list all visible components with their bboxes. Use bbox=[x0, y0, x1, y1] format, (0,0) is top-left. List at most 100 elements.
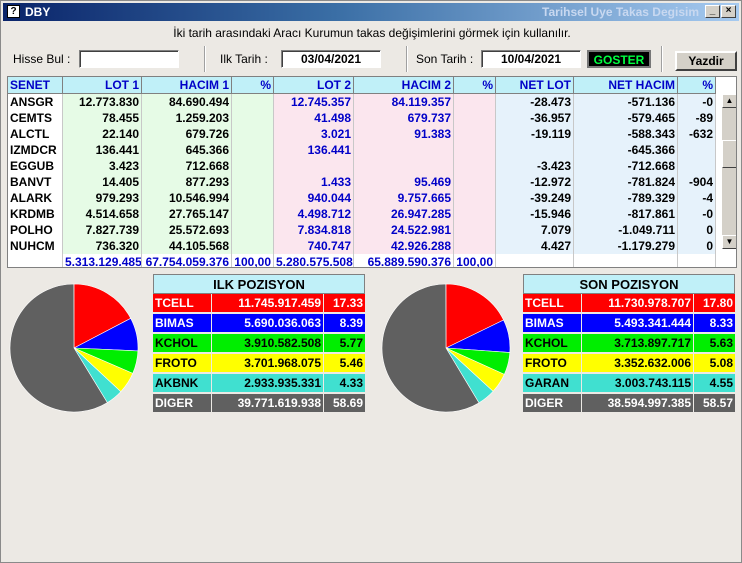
end-date-label: Son Tarih : bbox=[416, 52, 474, 66]
ilk-item-value: 5.690.036.063 bbox=[212, 314, 323, 332]
data-grid[interactable]: SENET LOT 1 HACIM 1% LOT 2 HACIM 2% NET LOT NE… bbox=[7, 76, 737, 268]
table-cell: -588.343 bbox=[574, 126, 678, 142]
scroll-thumb[interactable] bbox=[722, 140, 736, 168]
table-cell: -89 bbox=[678, 110, 716, 126]
scroll-up-icon[interactable]: ▲ bbox=[722, 94, 736, 108]
table-cell: 7.834.818 bbox=[274, 222, 354, 238]
total-cell bbox=[8, 254, 63, 267]
table-cell bbox=[678, 142, 716, 158]
table-cell: -15.946 bbox=[496, 206, 574, 222]
start-date-field[interactable]: 03/04/2021 bbox=[281, 50, 381, 68]
table-cell: 3.021 bbox=[274, 126, 354, 142]
table-cell: 679.726 bbox=[142, 126, 232, 142]
minimize-icon[interactable]: _ bbox=[705, 5, 720, 18]
table-cell: 44.105.568 bbox=[142, 238, 232, 254]
column-header[interactable]: LOT 2 bbox=[274, 77, 354, 94]
row-symbol[interactable]: NUHCM bbox=[8, 238, 63, 254]
table-cell bbox=[232, 190, 274, 206]
table-cell: 136.441 bbox=[63, 142, 142, 158]
son-item-percent: 8.33 bbox=[694, 314, 735, 332]
row-symbol[interactable]: CEMTS bbox=[8, 110, 63, 126]
ilk-item-percent: 4.33 bbox=[324, 374, 365, 392]
row-symbol[interactable]: EGGUB bbox=[8, 158, 63, 174]
column-header[interactable]: NET HACIM bbox=[574, 77, 678, 94]
divider bbox=[406, 46, 408, 72]
table-cell bbox=[678, 158, 716, 174]
table-cell bbox=[232, 206, 274, 222]
column-header[interactable]: HACIM 1 bbox=[142, 77, 232, 94]
divider bbox=[661, 46, 663, 72]
title-bar[interactable]: ? DBY Tarihsel Uye Takas Degisim _ × bbox=[3, 3, 739, 21]
table-cell: -781.824 bbox=[574, 174, 678, 190]
total-cell: 5.313.129.485 bbox=[63, 254, 142, 268]
total-cell: 67.754.059.376 bbox=[142, 254, 232, 267]
table-cell: 877.293 bbox=[142, 174, 232, 190]
table-cell: 3.423 bbox=[63, 158, 142, 174]
table-cell: -579.465 bbox=[574, 110, 678, 126]
ilk-item-value: 11.745.917.459 bbox=[212, 294, 323, 312]
table-cell: 940.044 bbox=[274, 190, 354, 206]
row-symbol[interactable]: ANSGR bbox=[8, 94, 63, 110]
ilk-item-name: BIMAS bbox=[153, 314, 211, 332]
column-header[interactable]: % bbox=[454, 77, 496, 94]
table-cell bbox=[232, 94, 274, 110]
column-header[interactable]: HACIM 2 bbox=[354, 77, 454, 94]
column-header[interactable]: SENET bbox=[8, 77, 63, 94]
ilk-item-percent: 5.77 bbox=[324, 334, 365, 352]
ilk-item-percent: 5.46 bbox=[324, 354, 365, 372]
total-cell bbox=[496, 254, 574, 267]
row-symbol[interactable]: KRDMB bbox=[8, 206, 63, 222]
table-cell bbox=[232, 110, 274, 126]
table-cell bbox=[454, 94, 496, 110]
table-cell: 7.079 bbox=[496, 222, 574, 238]
son-item-name: FROTO bbox=[523, 354, 581, 372]
row-symbol[interactable]: ALCTL bbox=[8, 126, 63, 142]
print-button[interactable]: Yazdir bbox=[675, 51, 737, 71]
column-header[interactable]: NET LOT bbox=[496, 77, 574, 94]
column-header[interactable]: LOT 1 bbox=[63, 77, 142, 94]
show-button[interactable]: GOSTER bbox=[587, 50, 651, 68]
table-cell bbox=[354, 158, 454, 174]
search-input[interactable] bbox=[79, 50, 179, 68]
ilk-item-value: 2.933.935.331 bbox=[212, 374, 323, 392]
table-cell bbox=[354, 142, 454, 158]
total-cell: 100,00 bbox=[454, 254, 496, 267]
close-icon[interactable]: × bbox=[721, 5, 736, 18]
row-symbol[interactable]: IZMDCR bbox=[8, 142, 63, 158]
table-cell: -4 bbox=[678, 190, 716, 206]
row-symbol[interactable]: ALARK bbox=[8, 190, 63, 206]
table-cell: 0 bbox=[678, 222, 716, 238]
end-date-field[interactable]: 10/04/2021 bbox=[481, 50, 581, 68]
system-menu-icon[interactable]: ? bbox=[7, 5, 20, 18]
total-cell bbox=[574, 254, 678, 267]
ilk-item-name: KCHOL bbox=[153, 334, 211, 352]
table-cell bbox=[454, 206, 496, 222]
son-item-value: 3.713.897.717 bbox=[582, 334, 693, 352]
ilk-slice-tcell bbox=[73, 283, 132, 349]
row-symbol[interactable]: BANVT bbox=[8, 174, 63, 190]
table-cell bbox=[454, 158, 496, 174]
son-item-value: 38.594.997.385 bbox=[582, 394, 693, 412]
vertical-scrollbar[interactable]: ▲ ▼ bbox=[722, 94, 736, 249]
table-cell: 12.773.830 bbox=[63, 94, 142, 110]
table-cell: -0 bbox=[678, 94, 716, 110]
table-cell: -904 bbox=[678, 174, 716, 190]
table-cell: 4.427 bbox=[496, 238, 574, 254]
son-item-percent: 5.63 bbox=[694, 334, 735, 352]
table-cell bbox=[274, 158, 354, 174]
total-cell: 65.889.590.376 bbox=[354, 254, 454, 267]
row-symbol[interactable]: POLHO bbox=[8, 222, 63, 238]
table-cell: -28.473 bbox=[496, 94, 574, 110]
column-header[interactable]: % bbox=[678, 77, 716, 94]
table-cell bbox=[232, 126, 274, 142]
son-item-name: KCHOL bbox=[523, 334, 581, 352]
son-item-percent: 4.55 bbox=[694, 374, 735, 392]
table-cell: 0 bbox=[678, 238, 716, 254]
table-cell: 95.469 bbox=[354, 174, 454, 190]
table-cell: 78.455 bbox=[63, 110, 142, 126]
total-cell: 100,00 bbox=[232, 254, 274, 267]
column-header[interactable]: % bbox=[232, 77, 274, 94]
scroll-down-icon[interactable]: ▼ bbox=[722, 235, 736, 249]
son-item-percent: 17.80 bbox=[694, 294, 735, 312]
